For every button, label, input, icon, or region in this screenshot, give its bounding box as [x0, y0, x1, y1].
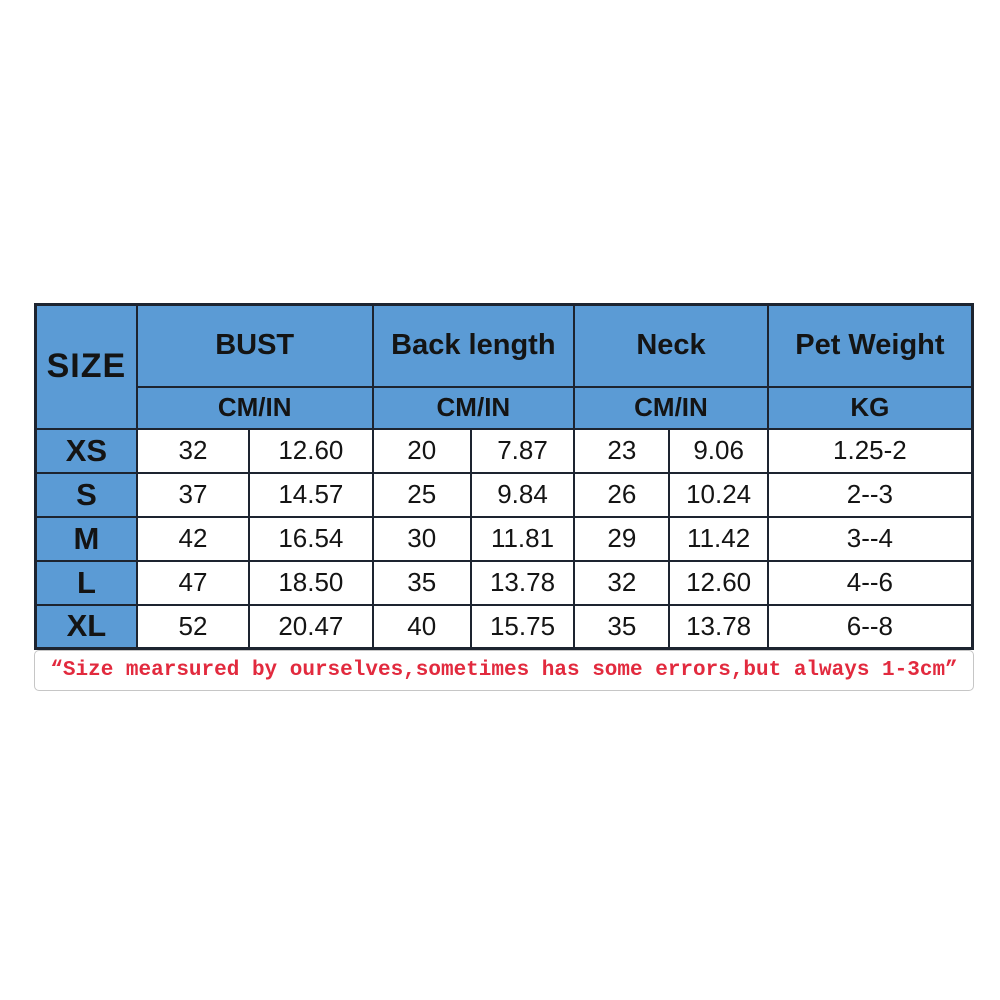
table-row-s: S 37 14.57 25 9.84 26 10.24 2--3: [34, 471, 974, 518]
size-table: SIZE BUST Back length Neck Pet Weight CM…: [34, 303, 974, 650]
neck-in-cell: 12.60: [668, 559, 769, 606]
size-label: XL: [34, 603, 138, 650]
bust-in-cell: 18.50: [248, 559, 374, 606]
weight-kg-cell: 3--4: [766, 515, 974, 562]
header-neck: Neck: [573, 303, 769, 388]
weight-kg-cell: 6--8: [766, 603, 974, 650]
bust-cm-cell: 42: [135, 515, 251, 562]
header-row: SIZE BUST Back length Neck Pet Weight: [34, 303, 974, 430]
neck-cm-cell: 32: [573, 559, 671, 606]
back-cm-cell: 25: [371, 471, 472, 518]
weight-kg-cell: 2--3: [766, 471, 974, 518]
bust-cm-cell: 32: [135, 427, 251, 474]
back-cm-cell: 20: [371, 427, 472, 474]
header-bust: BUST: [135, 303, 374, 388]
size-label: M: [34, 515, 138, 562]
table-row-l: L 47 18.50 35 13.78 32 12.60 4--6: [34, 559, 974, 606]
header-back-length: Back length: [371, 303, 576, 388]
unit-row: CM/IN CM/IN CM/IN KG: [36, 385, 974, 430]
weight-kg-cell: 1.25-2: [766, 427, 974, 474]
neck-cm-cell: 23: [573, 427, 671, 474]
back-cm-cell: 30: [371, 515, 472, 562]
back-in-cell: 15.75: [469, 603, 576, 650]
neck-in-cell: 10.24: [668, 471, 769, 518]
size-label: XS: [34, 427, 138, 474]
measurement-note-text: “Size mearsured by ourselves,sometimes h…: [50, 659, 958, 682]
neck-in-cell: 11.42: [668, 515, 769, 562]
header-pet-weight: Pet Weight: [766, 303, 974, 388]
bust-cm-cell: 52: [135, 603, 251, 650]
weight-kg-cell: 4--6: [766, 559, 974, 606]
back-cm-cell: 40: [371, 603, 472, 650]
size-label: L: [34, 559, 138, 606]
neck-in-cell: 9.06: [668, 427, 769, 474]
back-in-cell: 9.84: [469, 471, 576, 518]
size-chart: SIZE BUST Back length Neck Pet Weight CM…: [34, 303, 974, 691]
bust-in-cell: 16.54: [248, 515, 374, 562]
table-row-xs: XS 32 12.60 20 7.87 23 9.06 1.25-2: [34, 427, 974, 474]
header-size: SIZE: [34, 303, 138, 430]
back-cm-cell: 35: [371, 559, 472, 606]
neck-cm-cell: 35: [573, 603, 671, 650]
neck-cm-cell: 29: [573, 515, 671, 562]
measurement-note: “Size mearsured by ourselves,sometimes h…: [34, 650, 974, 691]
bust-in-cell: 14.57: [248, 471, 374, 518]
back-in-cell: 13.78: [469, 559, 576, 606]
bust-cm-cell: 47: [135, 559, 251, 606]
back-in-cell: 11.81: [469, 515, 576, 562]
table-row-m: M 42 16.54 30 11.81 29 11.42 3--4: [34, 515, 974, 562]
bust-in-cell: 12.60: [248, 427, 374, 474]
bust-in-cell: 20.47: [248, 603, 374, 650]
bust-cm-cell: 37: [135, 471, 251, 518]
back-in-cell: 7.87: [469, 427, 576, 474]
unit-neck: CM/IN: [573, 385, 769, 430]
neck-in-cell: 13.78: [668, 603, 769, 650]
unit-pet-weight: KG: [766, 385, 974, 430]
table-row-xl: XL 52 20.47 40 15.75 35 13.78 6--8: [34, 603, 974, 650]
neck-cm-cell: 26: [573, 471, 671, 518]
unit-bust: CM/IN: [135, 385, 374, 430]
size-label: S: [34, 471, 138, 518]
unit-back-length: CM/IN: [371, 385, 576, 430]
